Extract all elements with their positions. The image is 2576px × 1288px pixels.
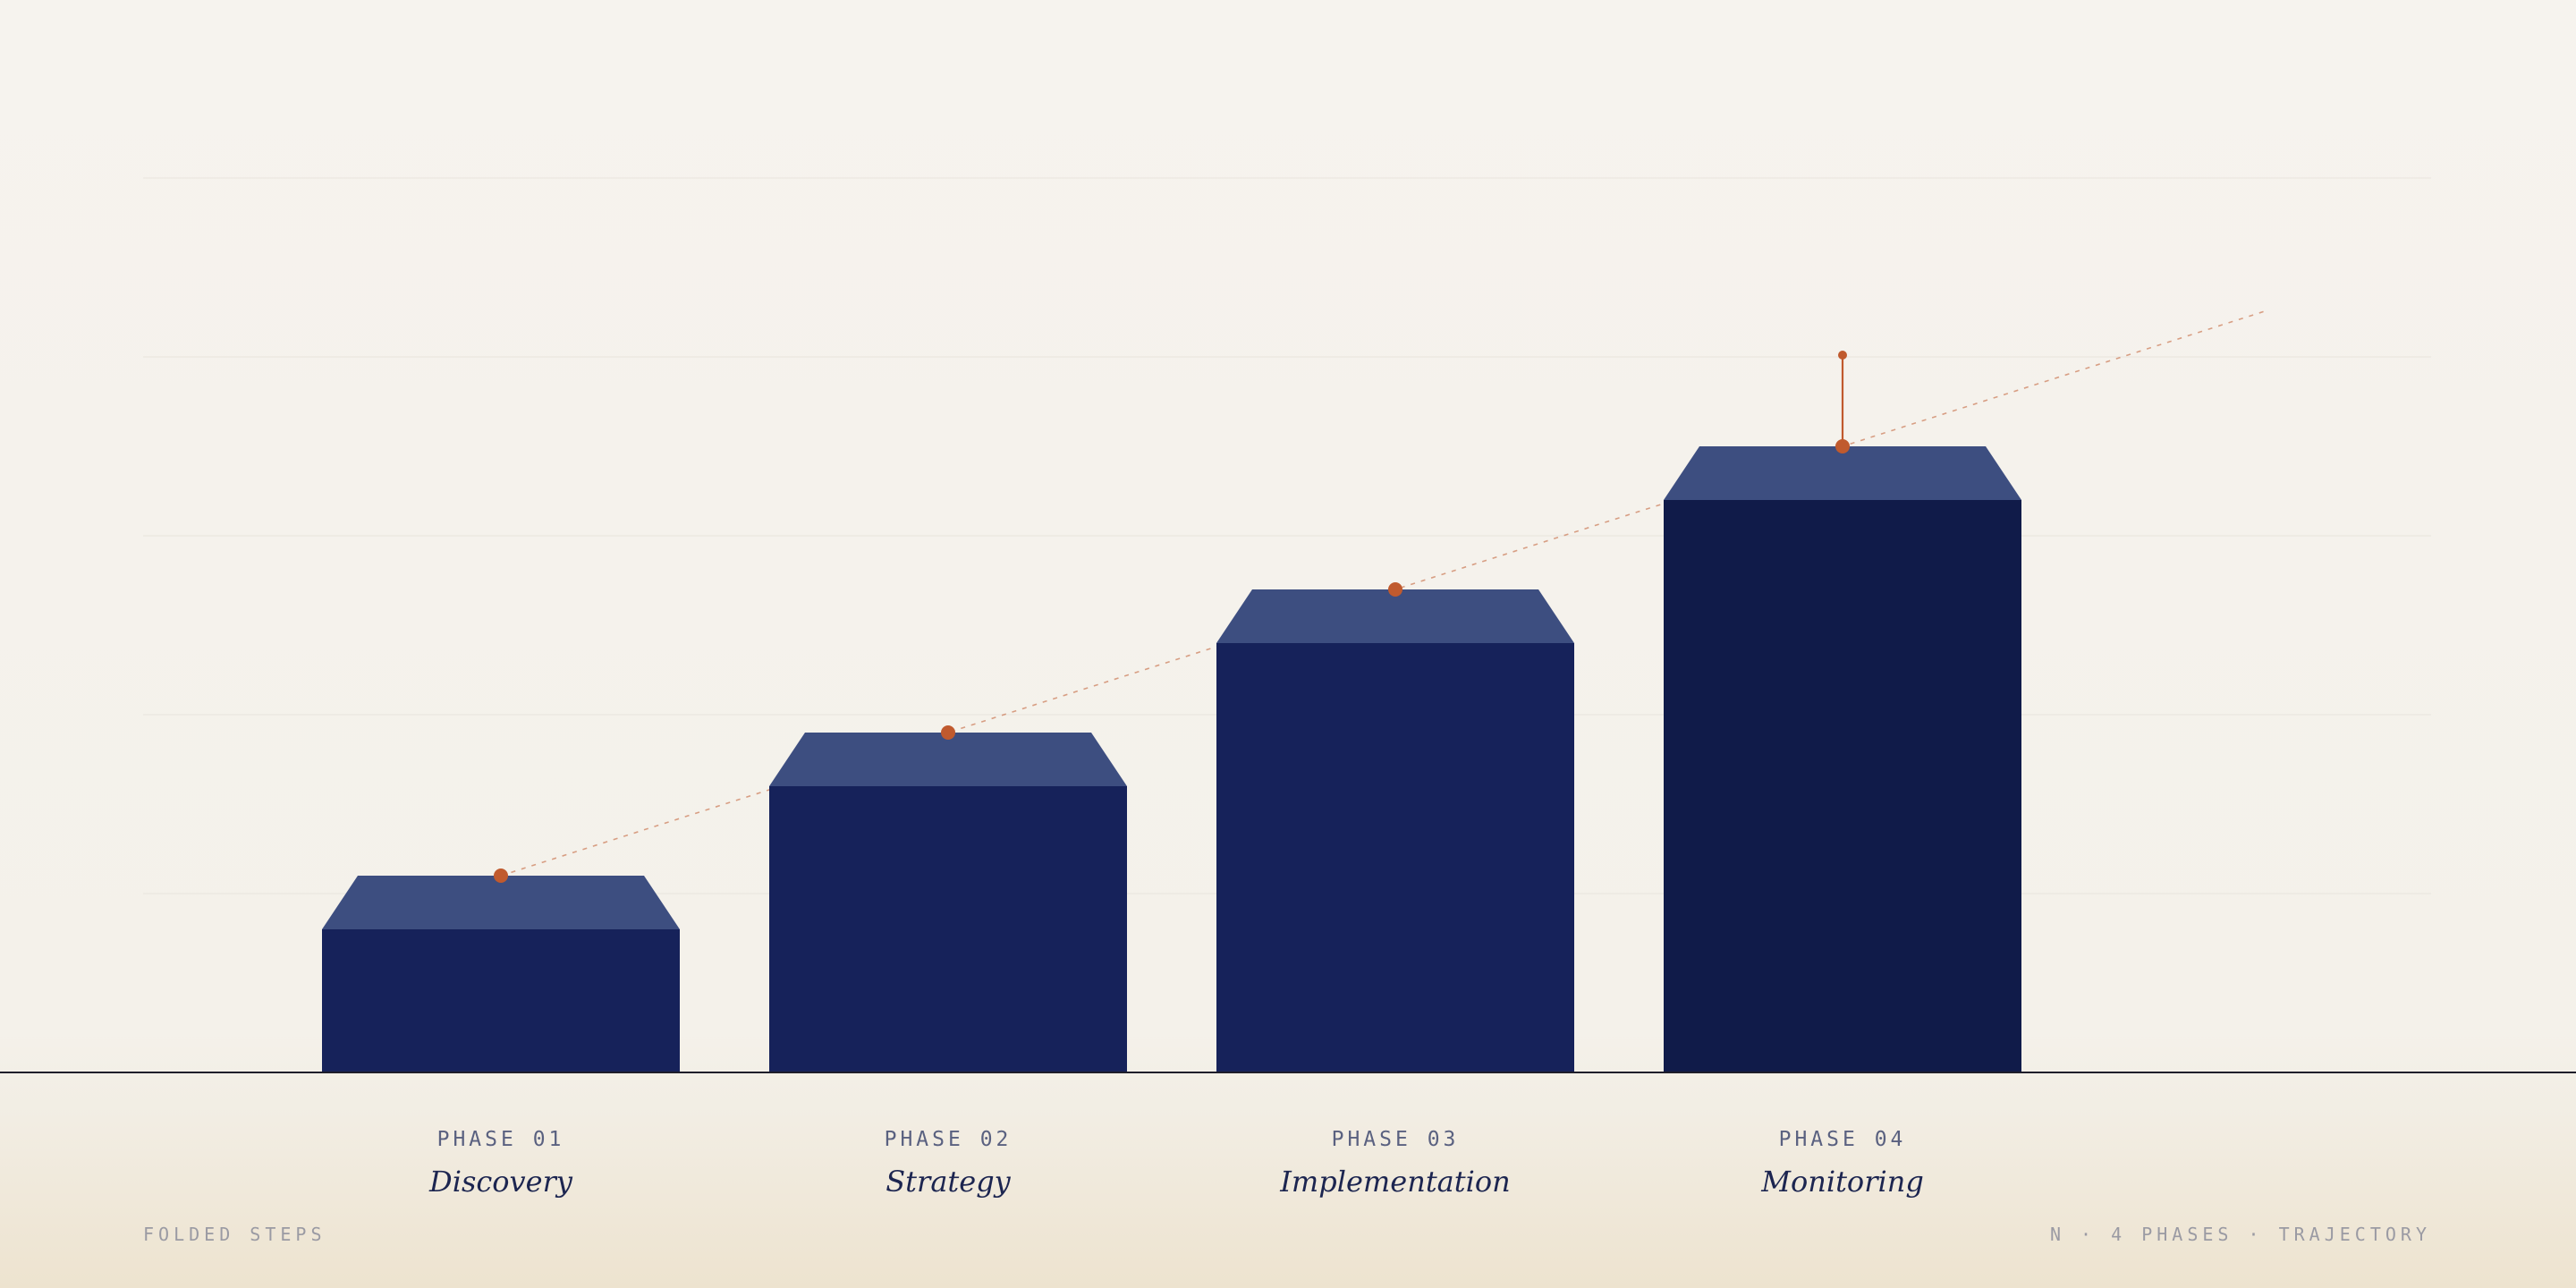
bar-cap [1664, 446, 2021, 500]
phase-name-label: Monitoring [1760, 1165, 1924, 1199]
data-point [494, 869, 508, 883]
bar-cap [769, 733, 1127, 786]
trend-line [500, 309, 2269, 877]
phase-name-label: Implementation [1279, 1165, 1510, 1199]
phase-name-label: Strategy [886, 1165, 1011, 1199]
bar [1664, 500, 2021, 1072]
bar [322, 929, 680, 1072]
data-point [1835, 439, 1850, 453]
phase-number-label: PHASE 01 [437, 1128, 565, 1151]
data-point [1388, 582, 1402, 597]
data-point [941, 725, 955, 740]
footer-right-text: N · 4 PHASES · TRAJECTORY [2050, 1224, 2431, 1245]
phase-number-label: PHASE 02 [885, 1128, 1013, 1151]
bar-group [769, 725, 1127, 1072]
phase-number-label: PHASE 04 [1779, 1128, 1907, 1151]
trend-line-layer [500, 309, 2269, 877]
bar [1216, 643, 1574, 1072]
bar-cap [1216, 589, 1574, 643]
gridlines [143, 177, 2431, 894]
phase-name-label: Discovery [428, 1165, 573, 1199]
highlight-stem-dot [1838, 351, 1847, 360]
bar-group [1664, 351, 2021, 1072]
bar-cap [322, 876, 680, 929]
category-labels: PHASE 01 Discovery PHASE 02 Strategy PHASE 0… [428, 1128, 1924, 1199]
footer-left-text: FOLDED STEPS [143, 1224, 326, 1245]
bar [769, 786, 1127, 1072]
bar-group [322, 869, 680, 1072]
bars-layer [322, 351, 2021, 1072]
phase-number-label: PHASE 03 [1332, 1128, 1460, 1151]
bar-group [1216, 582, 1574, 1072]
